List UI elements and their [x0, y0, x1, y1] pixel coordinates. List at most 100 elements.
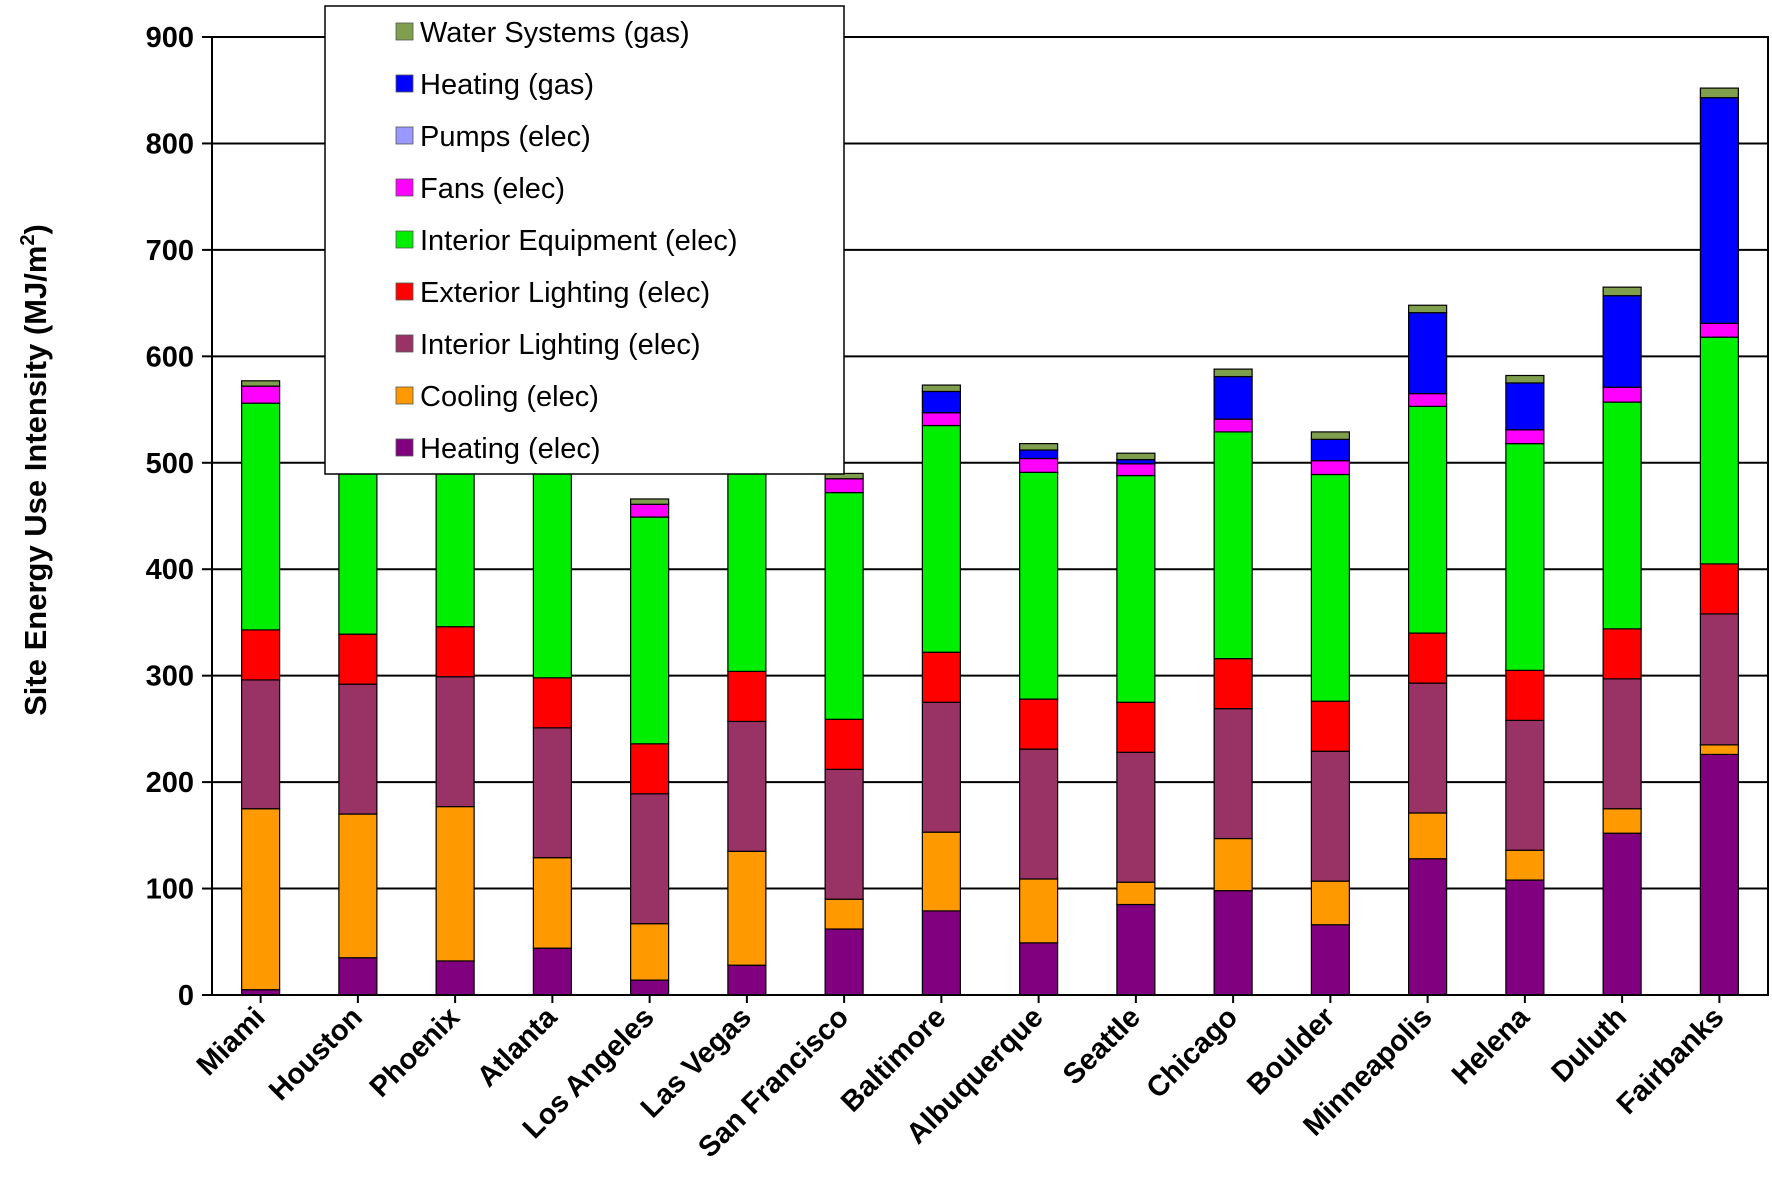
bar-segment — [1116, 903, 1156, 996]
bar-segment — [1310, 924, 1350, 996]
x-tick-label: Seattle — [1057, 1001, 1147, 1091]
bar-segment — [630, 503, 670, 518]
bar-segment — [921, 701, 961, 833]
bar-segment — [1408, 812, 1448, 860]
bar-segment — [1408, 392, 1448, 407]
y-axis-label-superscript: 2 — [17, 234, 39, 245]
bar-segment — [1408, 632, 1448, 684]
bar-stack — [1699, 87, 1739, 996]
bar-segment — [1602, 386, 1642, 403]
bar-stack — [1019, 443, 1059, 996]
bar-segment — [1310, 880, 1350, 926]
bar-stack — [435, 377, 475, 996]
y-tick-label: 600 — [146, 341, 194, 373]
bar-segment — [727, 850, 767, 966]
bar-segment — [1505, 429, 1545, 445]
legend-label: Water Systems (gas) — [420, 17, 690, 49]
bar-segment — [241, 679, 281, 810]
bar-segment — [1213, 418, 1253, 433]
bar-segment — [1602, 295, 1642, 388]
bar-segment — [532, 450, 572, 679]
bar-segment — [1505, 719, 1545, 851]
y-tick-label: 100 — [146, 874, 194, 906]
bar-segment — [1602, 678, 1642, 810]
bar-segment — [435, 626, 475, 678]
x-tick-label: Houston — [263, 1001, 369, 1107]
legend-swatch — [395, 22, 414, 41]
bar-segment — [1310, 750, 1350, 882]
bar-segment — [630, 743, 670, 795]
bar-segment — [1116, 452, 1156, 461]
y-axis-label-end: ) — [18, 224, 53, 234]
legend-swatch — [395, 178, 414, 197]
bar-stack — [1505, 374, 1545, 996]
x-tick-label: Atlanta — [471, 1001, 564, 1094]
bar-segment — [921, 390, 961, 414]
bar-segment — [241, 385, 281, 404]
x-tick-label: Helena — [1446, 1001, 1536, 1091]
bar-segment — [1310, 700, 1350, 752]
y-axis: 0 100 200 300 400 500 600 700 800 900 — [146, 22, 212, 1012]
bar-segment — [241, 380, 281, 387]
bar-segment — [727, 670, 767, 723]
legend-label: Pumps (elec) — [420, 121, 591, 153]
bar-stack — [1310, 431, 1350, 996]
bar-segment — [630, 793, 670, 925]
bar-segment — [824, 928, 864, 996]
bar-segment — [1116, 881, 1156, 906]
legend-label: Cooling (elec) — [420, 381, 599, 413]
x-tick-label: Boulder — [1241, 1001, 1341, 1101]
bar-segment — [824, 491, 864, 720]
bar-segment — [1310, 460, 1350, 476]
bar-segment — [630, 516, 670, 745]
bar-segment — [1602, 832, 1642, 996]
bar-stack — [532, 428, 572, 996]
bar-segment — [727, 444, 767, 673]
y-tick-label: 500 — [146, 448, 194, 480]
x-tick-label: Phoenix — [364, 1001, 466, 1103]
bar-segment — [1699, 613, 1739, 746]
bar-segment — [1019, 471, 1059, 700]
y-tick-label: 0 — [178, 980, 194, 1012]
bar-segment — [1019, 443, 1059, 451]
bar-segment — [1116, 463, 1156, 477]
legend-label: Interior Equipment (elec) — [420, 225, 738, 257]
bar-segment — [1213, 708, 1253, 840]
x-tick-label: Chicago — [1141, 1001, 1245, 1105]
legend-swatch — [395, 438, 414, 457]
legend-swatch — [395, 334, 414, 353]
bar-segment — [338, 813, 378, 959]
bar-segment — [338, 683, 378, 815]
bar-segment — [1699, 97, 1739, 324]
bar-segment — [532, 947, 572, 996]
bar-segment — [1505, 669, 1545, 721]
bar-stack — [824, 472, 864, 996]
bar-segment — [1408, 405, 1448, 634]
y-tick-label: 700 — [146, 235, 194, 267]
bar-segment — [824, 478, 864, 494]
bar-segment — [241, 808, 281, 991]
bar-segment — [338, 633, 378, 685]
bar-segment — [1602, 401, 1642, 630]
bar-segment — [1408, 304, 1448, 314]
bar-stack — [727, 421, 767, 996]
bar-segment — [1310, 438, 1350, 462]
bar-segment — [241, 402, 281, 631]
legend-label: Exterior Lighting (elec) — [420, 277, 710, 309]
bar-segment — [241, 629, 281, 681]
bar-segment — [532, 857, 572, 949]
bar-stack — [630, 498, 670, 996]
legend-label: Heating (elec) — [420, 433, 601, 465]
legend-swatch — [395, 74, 414, 93]
bar-segment — [1408, 682, 1448, 814]
bar-segment — [1408, 858, 1448, 996]
bar-segment — [435, 960, 475, 996]
bar-segment — [1116, 474, 1156, 703]
bar-stack — [1602, 286, 1642, 996]
bar-segment — [1019, 449, 1059, 460]
bar-segment — [532, 677, 572, 729]
bar-segment — [1699, 753, 1739, 996]
bar-segment — [1019, 698, 1059, 750]
bar-stack — [338, 384, 378, 996]
bar-segment — [1116, 751, 1156, 883]
